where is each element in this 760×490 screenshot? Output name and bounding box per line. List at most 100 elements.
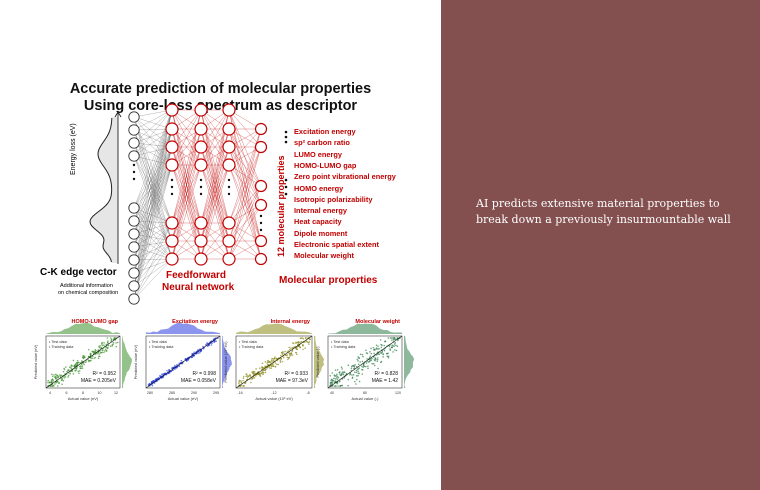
property-item: HOMO-LUMO gap [294,161,356,170]
hidden-node [166,104,178,116]
property-item: sp² carbon ratio [294,138,350,147]
property-item: Electronic spatial extent [294,240,379,249]
hidden-node [166,253,178,265]
hidden-node [195,253,207,265]
input-node [129,138,139,148]
hidden-node [166,123,178,135]
network-label-line1: Feedforward [166,270,226,281]
input-node [129,294,139,304]
svg-text:10: 10 [98,391,102,395]
svg-text:Actual value (eV): Actual value (eV) [168,396,199,401]
property-item: LUMO energy [294,150,342,159]
svg-text:8: 8 [82,391,84,395]
scatter-panel: Molecular weight • Test data • Training da… [310,306,418,406]
property-item: Internal energy [294,206,347,215]
output-node [256,181,267,192]
input-node [129,229,139,239]
input-node [129,268,139,278]
hidden-node [195,141,207,153]
hidden-node [195,123,207,135]
panel-r2: R² = 0.828 [375,371,399,377]
hidden-node [195,104,207,116]
property-item: Zero point vibrational energy [294,172,396,181]
svg-text:• Training data: • Training data [239,345,264,349]
hidden-node [166,235,178,247]
input-node [129,281,139,291]
panel-r2: R² = 0.998 [193,371,217,377]
property-item: Isotropic polarizability [294,195,372,204]
panel-title: Molecular weight [355,319,400,325]
svg-text:-12: -12 [271,391,276,395]
svg-text:4: 4 [49,391,51,395]
svg-text:Actual value (10³ eV): Actual value (10³ eV) [255,396,293,401]
output-node [256,142,267,153]
panel-title: Excitation energy [172,319,219,325]
figure-panel: Accurate prediction of molecular propert… [0,0,441,490]
neural-network-diagram [0,0,441,310]
property-item: Heat capacity [294,217,342,226]
panel-title: Internal energy [271,319,311,325]
property-item: Molecular weight [294,251,354,260]
hidden-node [195,217,207,229]
caption-text: AI predicts extensive material propertie… [476,196,746,228]
svg-text:• Test data: • Test data [331,340,350,344]
scatter-panel: HOMO-LUMO gap • Test data • Training data R… [28,306,136,406]
svg-text:-16: -16 [237,391,242,395]
svg-text:40: 40 [330,391,334,395]
svg-text:• Test data: • Test data [149,340,168,344]
vertical-properties-label: 12 molecular properties [276,155,286,257]
svg-text:• Test data: • Test data [239,340,258,344]
svg-text:• Training data: • Training data [149,345,174,349]
input-node [129,112,139,122]
spectrum-curve [90,112,121,264]
input-node [129,255,139,265]
caption-panel: AI predicts extensive material propertie… [441,0,760,490]
additional-info-line1: Additional information [60,283,113,289]
panel-mae: MAE = 1.42 [372,378,398,384]
panel-mae: MAE = 97.3eV [276,378,309,384]
hidden-node [223,217,235,229]
svg-text:Predicted value (10³ eV): Predicted value (10³ eV) [224,341,228,383]
panel-r2: R² = 0.933 [285,371,309,377]
hidden-node [195,235,207,247]
input-node [129,216,139,226]
hidden-node [195,159,207,171]
panel-mae: MAE = 0.058eV [181,378,217,384]
svg-text:80: 80 [363,391,367,395]
input-node [129,242,139,252]
svg-text:285: 285 [169,391,175,395]
hidden-node [223,253,235,265]
energy-axis-label: Energy loss (eV) [70,123,77,175]
input-node [129,203,139,213]
svg-text:• Test data: • Test data [49,340,68,344]
hidden-node [223,104,235,116]
hidden-node [166,217,178,229]
panel-r2: R² = 0.952 [93,371,117,377]
network-label-line2: Neural network [162,282,234,293]
hidden-node [223,159,235,171]
output-node [256,236,267,247]
property-item: Dipole moment [294,229,347,238]
panel-mae: MAE = 0.205eV [81,378,117,384]
svg-text:• Training data: • Training data [49,345,74,349]
hidden-node [166,141,178,153]
hidden-node [223,141,235,153]
input-node [129,125,139,135]
property-item: HOMO energy [294,184,343,193]
additional-info-line2: on chemical composition [58,290,118,296]
hidden-node [166,159,178,171]
svg-text:12: 12 [114,391,118,395]
svg-text:280: 280 [147,391,153,395]
hidden-node [223,235,235,247]
output-node [256,254,267,265]
outputs-label: Molecular properties [279,275,377,286]
svg-text:Actual value (-): Actual value (-) [352,396,380,401]
hidden-node [223,123,235,135]
svg-text:Predicted value (eV): Predicted value (eV) [134,344,138,379]
svg-text:Predicted value (-): Predicted value (-) [316,346,320,378]
output-node [256,200,267,211]
property-item: Excitation energy [294,127,356,136]
input-node [129,151,139,161]
svg-text:290: 290 [191,391,197,395]
svg-text:Actual value (eV): Actual value (eV) [68,396,99,401]
